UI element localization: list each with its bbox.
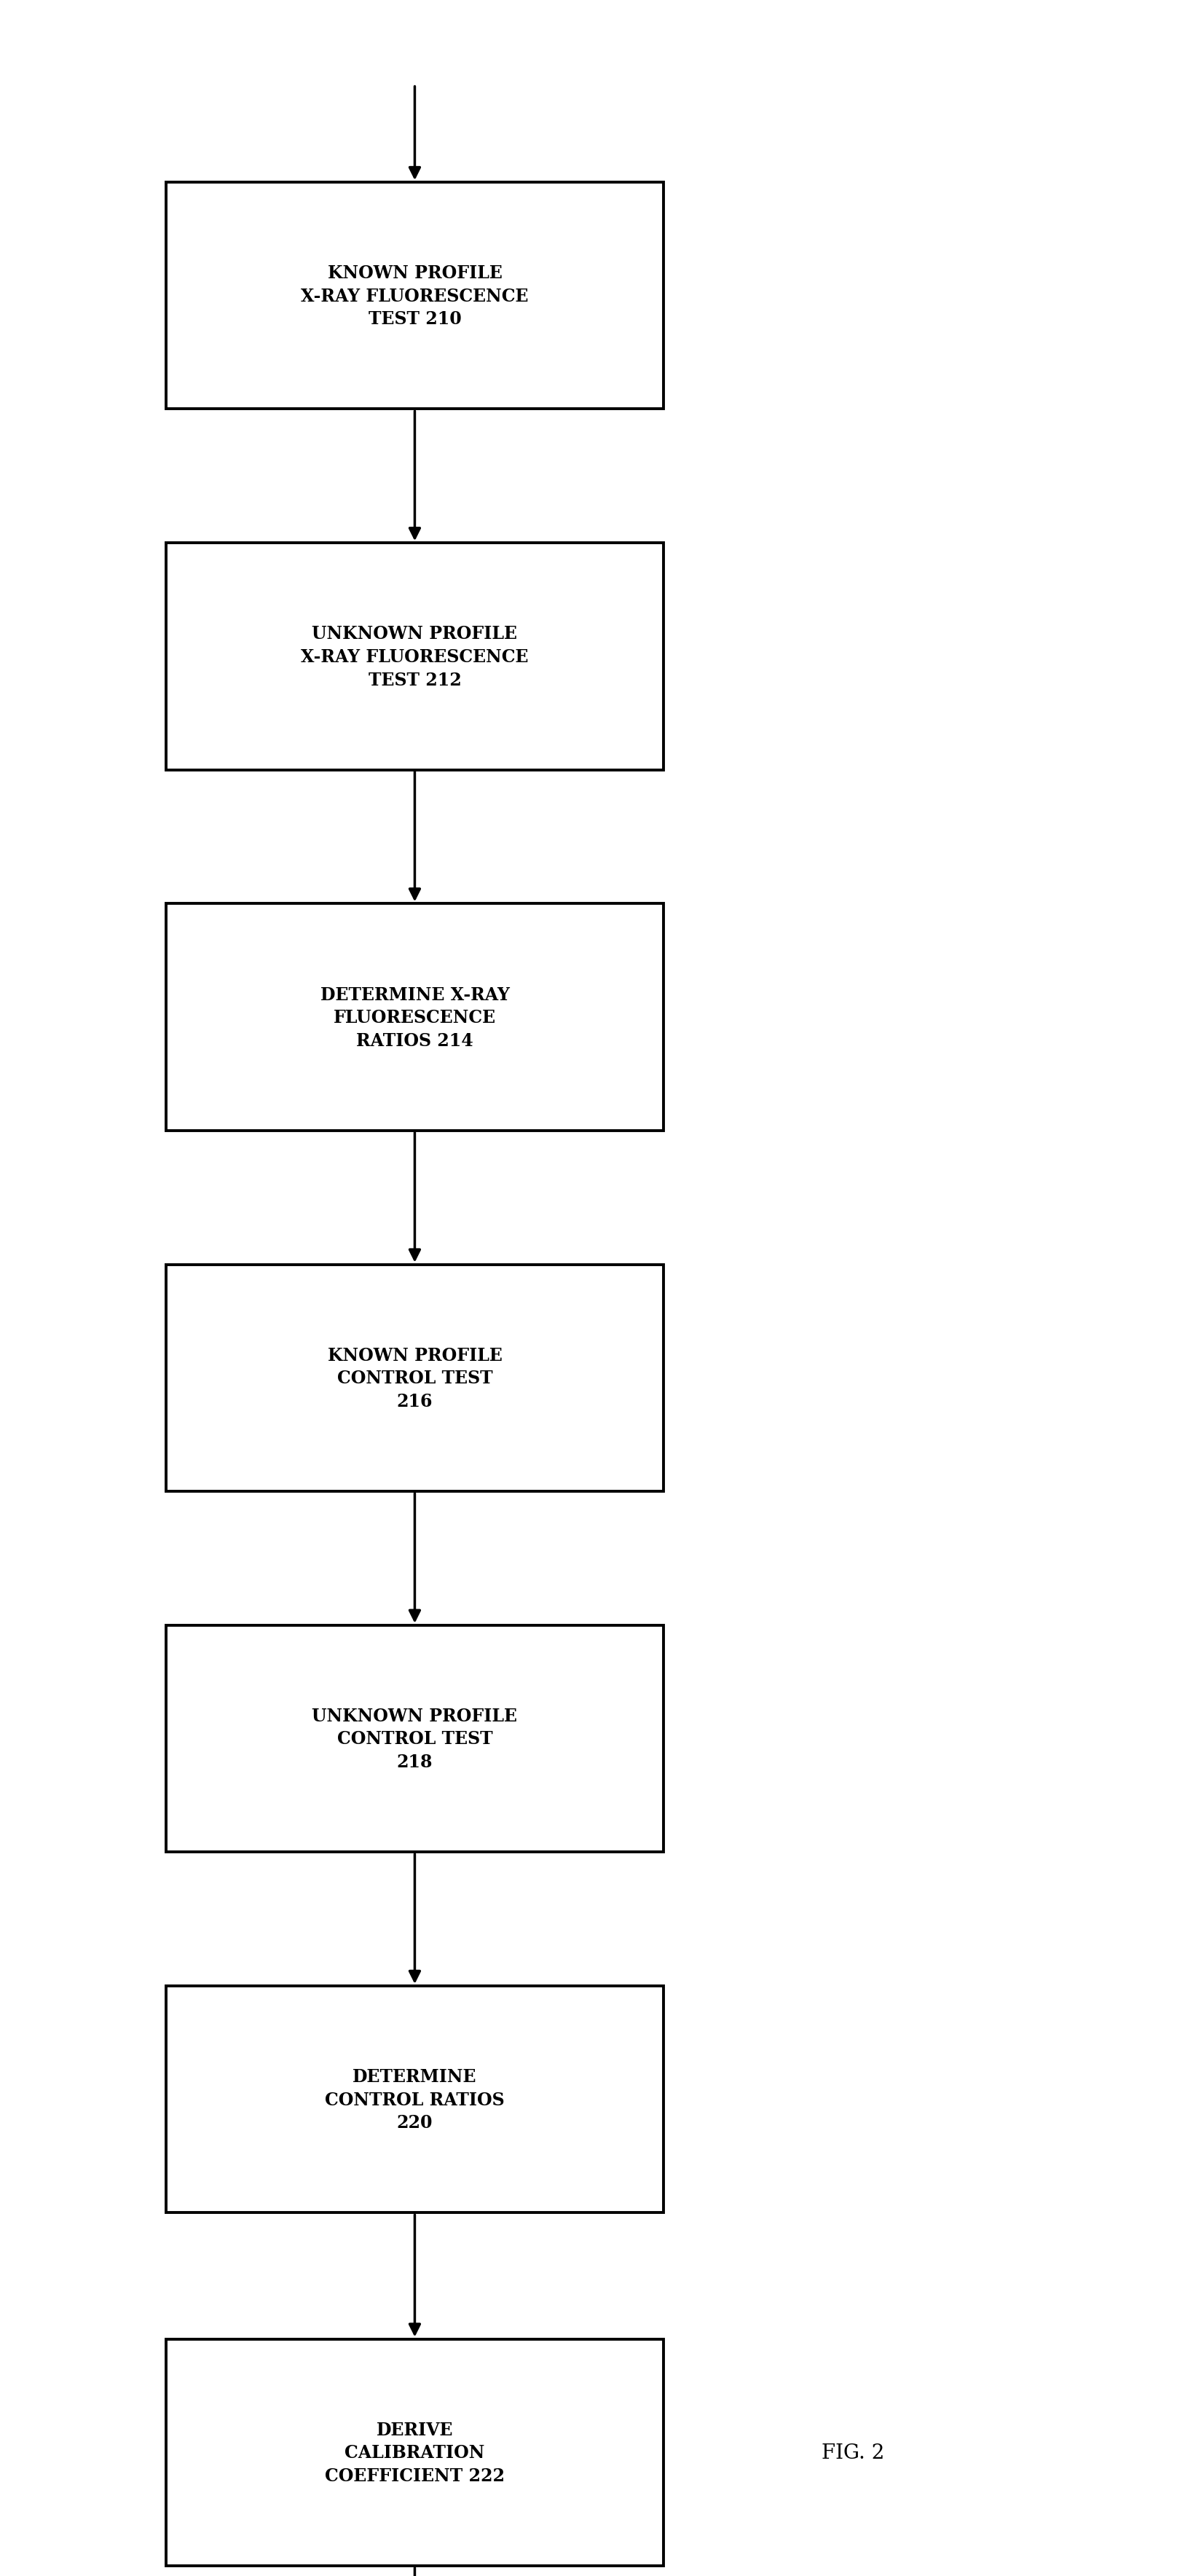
FancyBboxPatch shape bbox=[166, 183, 664, 410]
FancyBboxPatch shape bbox=[166, 1265, 664, 1492]
Text: UNKNOWN PROFILE
X-RAY FLUORESCENCE
TEST 212: UNKNOWN PROFILE X-RAY FLUORESCENCE TEST … bbox=[301, 626, 529, 688]
FancyBboxPatch shape bbox=[166, 904, 664, 1131]
Text: DERIVE
CALIBRATION
COEFFICIENT 222: DERIVE CALIBRATION COEFFICIENT 222 bbox=[325, 2421, 505, 2483]
Text: KNOWN PROFILE
X-RAY FLUORESCENCE
TEST 210: KNOWN PROFILE X-RAY FLUORESCENCE TEST 21… bbox=[301, 265, 529, 327]
FancyBboxPatch shape bbox=[166, 1625, 664, 1852]
FancyBboxPatch shape bbox=[166, 2339, 664, 2566]
FancyBboxPatch shape bbox=[166, 1986, 664, 2213]
FancyBboxPatch shape bbox=[166, 544, 664, 770]
Text: DETERMINE X-RAY
FLUORESCENCE
RATIOS 214: DETERMINE X-RAY FLUORESCENCE RATIOS 214 bbox=[320, 987, 510, 1048]
Text: DETERMINE
CONTROL RATIOS
220: DETERMINE CONTROL RATIOS 220 bbox=[325, 2069, 505, 2130]
Text: UNKNOWN PROFILE
CONTROL TEST
218: UNKNOWN PROFILE CONTROL TEST 218 bbox=[312, 1708, 518, 1770]
Text: KNOWN PROFILE
CONTROL TEST
216: KNOWN PROFILE CONTROL TEST 216 bbox=[327, 1347, 502, 1409]
Text: FIG. 2: FIG. 2 bbox=[821, 2442, 885, 2463]
